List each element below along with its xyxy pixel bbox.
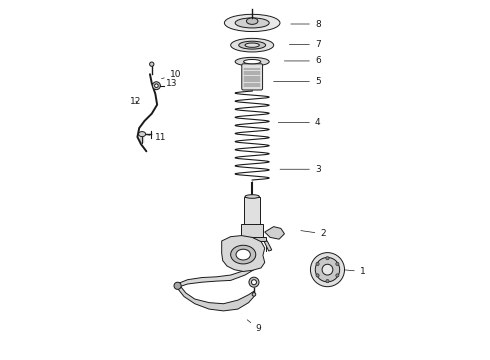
Ellipse shape (235, 18, 269, 28)
Ellipse shape (326, 279, 329, 283)
Text: 11: 11 (147, 133, 167, 142)
Ellipse shape (155, 84, 158, 87)
Ellipse shape (336, 262, 339, 266)
Text: 9: 9 (247, 320, 262, 333)
Polygon shape (233, 241, 240, 251)
Polygon shape (265, 226, 285, 239)
Ellipse shape (336, 274, 339, 277)
Ellipse shape (245, 195, 259, 198)
Ellipse shape (235, 57, 269, 66)
Text: 7: 7 (290, 40, 320, 49)
Text: 6: 6 (284, 57, 320, 66)
Polygon shape (177, 267, 254, 288)
Ellipse shape (246, 18, 258, 24)
Ellipse shape (174, 282, 181, 289)
Ellipse shape (322, 264, 333, 275)
Text: 5: 5 (273, 77, 320, 86)
Text: 13: 13 (158, 80, 177, 89)
Ellipse shape (224, 14, 280, 32)
Text: 3: 3 (280, 165, 320, 174)
Ellipse shape (326, 257, 329, 260)
Ellipse shape (239, 41, 266, 49)
FancyBboxPatch shape (245, 197, 260, 226)
Polygon shape (177, 284, 254, 311)
Ellipse shape (149, 62, 154, 66)
Ellipse shape (231, 39, 274, 52)
Text: 4: 4 (278, 118, 320, 127)
Ellipse shape (152, 82, 160, 90)
Ellipse shape (231, 245, 256, 264)
FancyBboxPatch shape (242, 64, 263, 90)
FancyBboxPatch shape (239, 237, 266, 241)
Text: 2: 2 (301, 229, 326, 238)
Ellipse shape (252, 293, 256, 296)
Ellipse shape (311, 253, 344, 287)
Ellipse shape (315, 257, 340, 282)
FancyBboxPatch shape (242, 224, 263, 237)
Ellipse shape (316, 262, 319, 266)
Ellipse shape (236, 249, 250, 260)
Ellipse shape (245, 43, 259, 47)
Polygon shape (264, 241, 272, 251)
Text: 12: 12 (130, 96, 142, 105)
Ellipse shape (244, 59, 261, 64)
Polygon shape (221, 235, 265, 271)
Text: 8: 8 (291, 19, 320, 28)
Text: 1: 1 (344, 267, 366, 276)
Text: 10: 10 (162, 70, 181, 79)
Ellipse shape (139, 132, 146, 136)
Ellipse shape (316, 274, 319, 277)
Ellipse shape (249, 277, 259, 287)
Ellipse shape (251, 280, 256, 285)
